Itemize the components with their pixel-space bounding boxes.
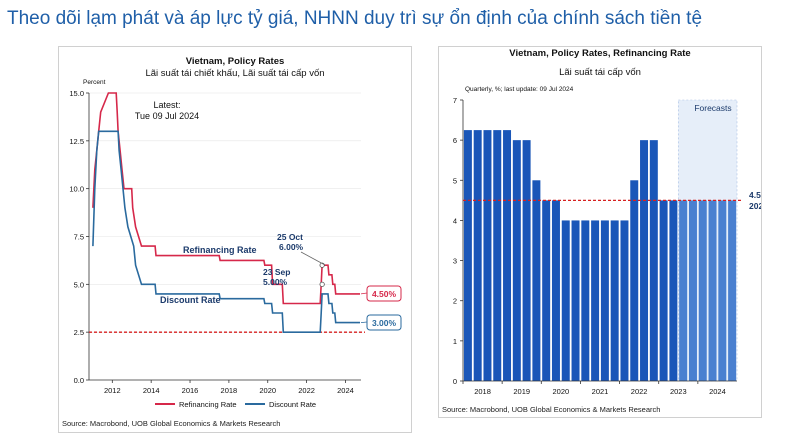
discount-badge-connector <box>360 321 368 323</box>
rate-bar <box>493 130 502 381</box>
forecast-bar <box>728 200 737 381</box>
rate-bar <box>571 220 580 381</box>
policy-rates-line-chart: Vietnam, Policy Rates Lãi suất tái chiết… <box>58 46 412 433</box>
right-y-tick-label: 2 <box>453 297 457 306</box>
left-x-tick-label: 2014 <box>143 386 160 395</box>
right-x-tick-label: 2023 <box>670 387 687 396</box>
discount-line-label: Discount Rate <box>160 295 221 305</box>
left-chart-subtitle: Lãi suất tái chiết khấu, Lãi suất tái cấ… <box>145 68 324 79</box>
oct-annotation-leader <box>300 251 326 266</box>
discount-end-value: 3.00% <box>372 318 397 328</box>
rate-bar <box>532 180 541 381</box>
right-y-tick-label: 0 <box>453 377 457 386</box>
rate-bar <box>473 130 482 381</box>
right-x-tick-label: 2022 <box>631 387 648 396</box>
rate-bar <box>581 220 590 381</box>
forecast-bar <box>688 200 697 381</box>
right-x-tick-label: 2020 <box>553 387 570 396</box>
legend-discount-text: Discount Rate <box>269 400 316 409</box>
right-y-tick-label: 6 <box>453 136 457 145</box>
refinancing-badge-connector <box>360 292 368 295</box>
right-y-tick-label: 4 <box>453 216 457 225</box>
forecasts-label: Forecasts <box>694 103 731 113</box>
right-chart-note: Quarterly, %; last update: 09 Jul 2024 <box>465 86 574 93</box>
right-x-tick-label: 2024 <box>709 387 726 396</box>
left-x-tick-label: 2018 <box>221 386 238 395</box>
left-x-tick-label: 2012 <box>104 386 121 395</box>
refinancing-end-value: 4.50% <box>372 289 397 299</box>
rate-bar <box>669 200 678 381</box>
rate-bar <box>561 220 570 381</box>
left-x-tick-label: 2016 <box>182 386 199 395</box>
discount-end-badge <box>366 314 402 331</box>
right-x-tick-label: 2019 <box>513 387 530 396</box>
rate-bar <box>620 220 629 381</box>
forecast-bar <box>708 200 717 381</box>
left-series <box>89 92 368 333</box>
rate-bar <box>640 140 649 381</box>
left-x-tick-label: 2020 <box>259 386 276 395</box>
sep-marker <box>319 281 325 287</box>
rate-bar <box>503 130 512 381</box>
rate-bar <box>591 220 600 381</box>
refinancing-rate-bar-svg: Vietnam, Policy Rates, Refinancing Rate … <box>453 48 782 396</box>
refinancing-line-label: Refinancing Rate <box>183 245 257 255</box>
left-x-tick-label: 2024 <box>337 386 354 395</box>
refinancing-end-badge <box>366 285 402 302</box>
right-chart-subtitle: Lãi suất tái cấp vốn <box>559 67 641 78</box>
left-y-tick-label: 2.5 <box>74 328 84 337</box>
right-x-tick-label: 2018 <box>474 387 491 396</box>
rate-bar <box>659 200 668 381</box>
callout-quarter: 2024 Q4 <box>749 201 761 211</box>
right-y-tick-label: 1 <box>453 337 457 346</box>
right-y-tick-label: 5 <box>453 176 457 185</box>
latest-date: Tue 09 Jul 2024 <box>135 111 199 121</box>
rate-bar <box>463 130 472 381</box>
rate-bar <box>512 140 521 381</box>
right-axes-and-bars: 0 1 2 3 4 5 6 7 2018 2019 2020 2021 2022 2023 2024 <box>453 96 743 396</box>
left-source: Source: Macrobond, UOB Global Economics … <box>62 419 281 428</box>
right-y-tick-label: 7 <box>453 96 457 105</box>
legend-refinancing-text: Refinancing Rate <box>179 400 237 409</box>
left-y-tick-label: 5.0 <box>74 280 84 289</box>
rate-bar <box>600 220 609 381</box>
forecast-bar <box>679 200 688 381</box>
left-axes: 0.0 2.5 5.0 7.5 10.0 12.5 15.0 2012 2014 2016 2018… <box>69 89 361 395</box>
policy-rates-line-svg: Vietnam, Policy Rates Lãi suất tái chiết… <box>69 56 402 409</box>
left-y-tick-label: 12.5 <box>69 137 84 146</box>
rate-bar <box>610 220 619 381</box>
rate-bar <box>542 200 551 381</box>
sep-annotation-value: 5.00% <box>263 277 288 287</box>
right-chart-title: Vietnam, Policy Rates, Refinancing Rate <box>509 48 690 59</box>
rate-bar <box>483 130 492 381</box>
left-y-tick-label: 10.0 <box>69 185 84 194</box>
callout-value: 4.50% <box>749 190 761 200</box>
slide-title: Theo dõi lạm phát và áp lực tỷ giá, NHNN… <box>7 8 703 29</box>
oct-annotation-date: 25 Oct <box>277 232 303 242</box>
forecast-bar <box>718 200 727 381</box>
refinancing-rate-line <box>92 92 360 305</box>
left-y-tick-label: 7.5 <box>74 233 84 242</box>
forecast-bar <box>698 200 707 381</box>
latest-label: Latest: <box>153 100 180 110</box>
right-source: Source: Macrobond, UOB Global Economics … <box>442 405 661 414</box>
right-y-tick-label: 3 <box>453 257 457 266</box>
left-x-tick-label: 2022 <box>298 386 315 395</box>
sep-annotation-date: 23 Sep <box>263 267 290 277</box>
discount-rate-line <box>92 130 360 333</box>
left-y-tick-label: 0.0 <box>74 376 84 385</box>
rate-bar <box>649 140 658 381</box>
left-y-tick-label: 15.0 <box>69 89 84 98</box>
forecast-region <box>677 99 738 382</box>
rate-bar <box>551 200 560 381</box>
right-x-tick-label: 2021 <box>592 387 609 396</box>
rate-bar <box>630 180 639 381</box>
left-y-axis-label: Percent <box>83 79 106 86</box>
oct-annotation-value: 6.00% <box>279 242 304 252</box>
left-chart-title: Vietnam, Policy Rates <box>186 56 285 67</box>
rate-bar <box>522 140 531 381</box>
refinancing-rate-bar-chart: Vietnam, Policy Rates, Refinancing Rate … <box>438 46 782 418</box>
